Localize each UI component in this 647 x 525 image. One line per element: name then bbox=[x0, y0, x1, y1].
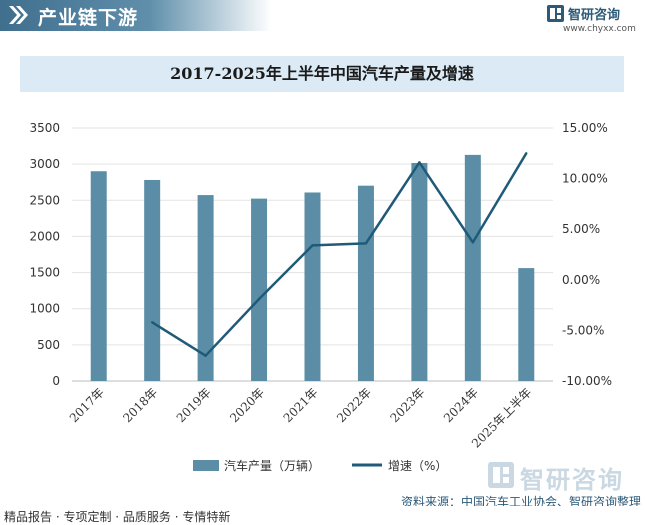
bar-layer bbox=[90, 154, 535, 381]
left-axis: 0 500 1000 1500 2000 2500 3000 3500 bbox=[29, 121, 60, 388]
chart-title: 2017-2025年上半年中国汽车产量及增速 bbox=[170, 64, 474, 83]
bar-2024年 bbox=[464, 154, 481, 381]
right-tick-label: 0.00% bbox=[562, 273, 600, 287]
bar-2020年 bbox=[251, 198, 268, 381]
bar-2017年 bbox=[90, 171, 107, 381]
brand-logo: 智研咨询 www.chyxx.com bbox=[547, 4, 637, 40]
source-note: 资料来源：中国汽车工业协会、智研咨询整理 bbox=[400, 495, 641, 509]
bar-2021年 bbox=[304, 192, 321, 381]
growth-line bbox=[151, 152, 528, 357]
x-tick-label: 2023年 bbox=[388, 385, 428, 425]
legend-swatch-bar bbox=[193, 460, 219, 471]
legend-label-production: 汽车产量（万辆） bbox=[224, 458, 320, 473]
footer-tagline: 精品报告 · 专项定制 · 品质服务 · 专情特新 bbox=[4, 510, 231, 524]
right-tick-label: -10.00% bbox=[562, 374, 612, 388]
left-tick-label: 3500 bbox=[29, 121, 60, 135]
brand-mark-icon bbox=[547, 5, 564, 22]
double-arrow-icon bbox=[9, 6, 28, 24]
growth-point-2022年 bbox=[364, 242, 368, 245]
x-tick-label: 2024年 bbox=[441, 385, 481, 425]
x-tick-label: 2020年 bbox=[227, 385, 267, 425]
growth-point-2021年 bbox=[311, 244, 314, 247]
growth-point-2023年 bbox=[418, 161, 421, 164]
growth-point-2024年 bbox=[471, 241, 475, 244]
x-tick-label: 2021年 bbox=[281, 385, 321, 425]
growth-point-2020年 bbox=[257, 297, 261, 301]
section-banner: 产业链下游 bbox=[0, 0, 272, 31]
left-tick-label: 2000 bbox=[29, 229, 60, 243]
brand-name: 智研咨询 bbox=[568, 8, 621, 23]
footer-logo-name: 智研咨询 bbox=[520, 466, 624, 494]
bar-2018年 bbox=[144, 179, 161, 381]
right-tick-label: 5.00% bbox=[562, 222, 600, 236]
left-tick-label: 2500 bbox=[29, 193, 60, 207]
growth-point-2018年 bbox=[150, 321, 154, 324]
footer-logo: 智研咨询 bbox=[488, 460, 638, 494]
header: 产业链下游 智研咨询 www.chyxx.com bbox=[0, 0, 647, 34]
right-axis: -10.00% -5.00% 0.00% 5.00% 10.00% 15.00% bbox=[562, 121, 612, 388]
x-tick-label: 2018年 bbox=[120, 385, 160, 425]
left-tick-label: 500 bbox=[37, 338, 60, 352]
left-tick-label: 3000 bbox=[29, 157, 60, 171]
legend: 汽车产量（万辆） 增速（%） bbox=[193, 458, 447, 473]
left-tick-label: 1500 bbox=[29, 266, 60, 280]
line-layer bbox=[150, 152, 528, 357]
brand-url: www.chyxx.com bbox=[563, 24, 636, 34]
chart-title-bar: 2017-2025年上半年中国汽车产量及增速 bbox=[20, 56, 624, 92]
x-axis: 2017年 2018年 2019年 2020年 2021年 2022年 2023年 2024年… bbox=[67, 385, 535, 450]
bar-2023年 bbox=[411, 162, 428, 381]
brand-mark-icon bbox=[488, 462, 514, 488]
left-tick-label: 1000 bbox=[29, 302, 60, 316]
legend-label-growth: 增速（%） bbox=[388, 459, 447, 473]
bar-2022年 bbox=[357, 185, 374, 381]
bar-2019年 bbox=[197, 195, 214, 381]
right-tick-label: 10.00% bbox=[562, 172, 608, 186]
footer-band bbox=[0, 506, 647, 525]
growth-point-2019年 bbox=[204, 354, 207, 357]
x-tick-label: 2022年 bbox=[334, 385, 374, 425]
x-tick-label: 2017年 bbox=[67, 385, 107, 425]
x-tick-label: 2019年 bbox=[174, 385, 214, 425]
right-tick-label: -5.00% bbox=[562, 323, 604, 337]
right-tick-label: 15.00% bbox=[562, 121, 608, 135]
growth-point-2025年上半年 bbox=[525, 152, 528, 155]
left-tick-label: 0 bbox=[52, 374, 60, 388]
bar-2025年上半年 bbox=[518, 268, 535, 381]
section-title: 产业链下游 bbox=[38, 7, 139, 29]
